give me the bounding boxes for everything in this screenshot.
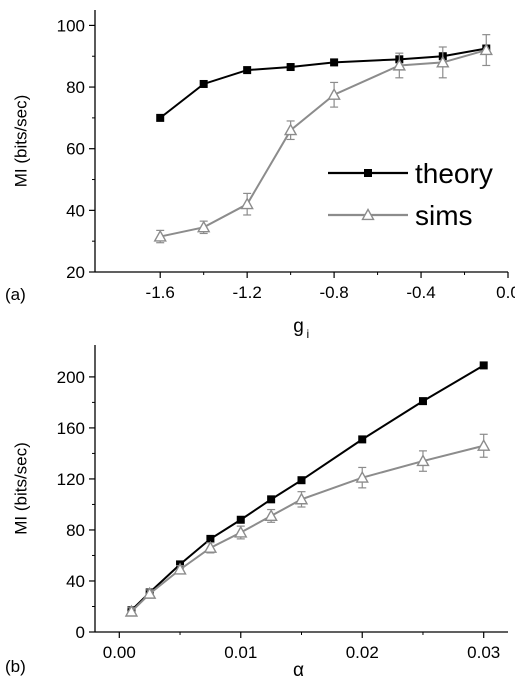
sims-data-point [196,220,211,233]
sims-data-point [264,508,278,522]
theory-data-point [267,495,276,504]
panel-a-chart: 20 40 60 80 100 -1.6 -1.2 -0.8 -0.4 0.0 MI (bits/s… [5,10,515,341]
sims-data-point [479,43,493,56]
theory-data-point [243,66,252,75]
legend-theory-label: theory [415,158,493,189]
panel-b-chart: 0 40 80 120 160 200 0.00 0.01 0.02 0.03 MI (bits/s… [5,345,508,681]
series-sims-line [130,444,484,613]
sims-data-point [327,87,341,100]
x-tick-label: 0.03 [467,643,500,662]
x-axis-label: α [293,660,304,681]
sims-data-point [240,197,254,210]
legend: theory sims [328,158,493,231]
y-tick-label: 40 [66,572,85,591]
theory-data-point [286,63,295,72]
theory-data-point [156,113,165,122]
sims-data-point [153,229,167,242]
sims-data-point [477,438,491,451]
sims-data-point [294,492,309,505]
series-sims-line [160,49,487,238]
x-tick-label: 0.02 [346,643,379,662]
theory-data-point [330,58,339,67]
sims-data-point [173,562,187,575]
y-tick-label: 160 [57,419,85,438]
sims-data-point [203,540,218,553]
y-tick-label: 20 [66,263,85,282]
series-sims [153,34,493,244]
theory-data-point [199,79,208,88]
theory-data-point [297,476,306,485]
y-tick-label: 80 [66,521,85,540]
series-theory-line [159,47,487,119]
x-axis-label: g [293,316,304,337]
series-sims [124,433,491,617]
y-tick-label: 100 [57,16,85,35]
sims-data-point [355,470,369,483]
y-axis-label: MI (bits/sec) [11,95,30,188]
y-tick-label: 60 [66,140,85,159]
sims-data-point [283,123,298,136]
sims-data-point [392,58,407,71]
x-tick-label: -0.8 [319,283,348,302]
sims-data-point [124,604,139,617]
x-tick-label: -1.6 [146,283,175,302]
theory-data-point [206,534,215,543]
panel-label: (b) [5,657,26,676]
panel-label: (a) [5,285,26,304]
y-axis-label: MI (bits/sec) [11,442,30,535]
series-theory-line [130,364,485,612]
theory-data-point [236,515,245,524]
x-axis-label-subscript: i [307,327,310,341]
x-tick-label: -0.4 [406,283,435,302]
y-tick-label: 40 [66,201,85,220]
legend-theory-marker [364,169,372,177]
theory-data-point [479,361,488,370]
sims-data-point [234,525,248,538]
sims-data-point [142,586,157,599]
sims-data-point [416,454,430,467]
y-tick-label: 80 [66,78,85,97]
y-tick-label: 120 [57,470,85,489]
legend-sims-marker [361,208,375,221]
y-tick-label: 0 [76,623,85,642]
x-tick-label: -1.2 [233,283,262,302]
y-tick-label: 200 [57,368,85,387]
x-tick-label: 0.01 [224,643,257,662]
x-tick-label: 0.00 [103,643,136,662]
sims-data-point [436,55,450,68]
theory-data-point [358,435,367,444]
theory-data-point [418,397,427,406]
x-tick-label: 0.0 [496,283,515,302]
legend-sims-label: sims [415,200,473,231]
